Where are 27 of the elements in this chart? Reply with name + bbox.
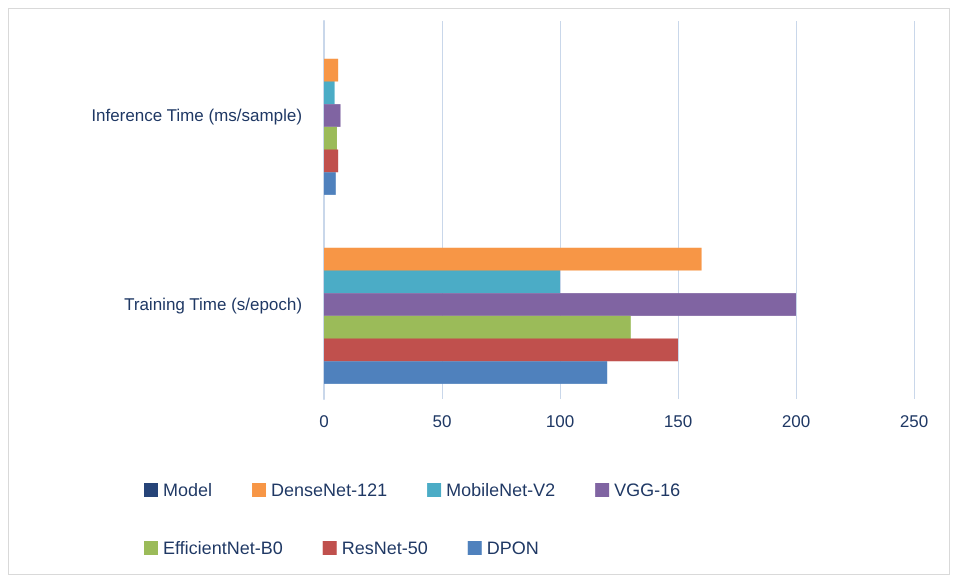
legend-label: Model bbox=[163, 480, 212, 500]
x-tick-label: 150 bbox=[664, 412, 692, 431]
legend-label: VGG-16 bbox=[614, 480, 680, 500]
bar bbox=[324, 338, 678, 362]
bar bbox=[324, 81, 335, 104]
x-tick-label: 50 bbox=[432, 412, 452, 431]
y-tick-label: Inference Time (ms/sample) bbox=[91, 106, 302, 125]
bar bbox=[324, 172, 336, 195]
bar bbox=[324, 126, 337, 150]
bar bbox=[324, 316, 631, 339]
legend-label: DenseNet-121 bbox=[271, 480, 388, 500]
bar bbox=[324, 361, 608, 384]
legend-label: MobileNet-V2 bbox=[446, 480, 556, 500]
legend-label: EfficientNet-B0 bbox=[163, 538, 283, 558]
bar bbox=[324, 270, 560, 294]
bar bbox=[324, 248, 702, 270]
bar bbox=[324, 104, 341, 127]
x-tick-label: 0 bbox=[319, 412, 329, 431]
bar bbox=[324, 58, 338, 82]
bar bbox=[324, 150, 338, 172]
x-tick-label: 200 bbox=[782, 412, 810, 431]
legend-label: DPON bbox=[486, 538, 539, 558]
legend-label: ResNet-50 bbox=[342, 538, 428, 558]
y-tick-label: Training Time (s/epoch) bbox=[124, 295, 302, 314]
x-tick-label: 100 bbox=[546, 412, 574, 431]
x-tick-label: 250 bbox=[900, 412, 928, 431]
bar bbox=[324, 293, 796, 316]
